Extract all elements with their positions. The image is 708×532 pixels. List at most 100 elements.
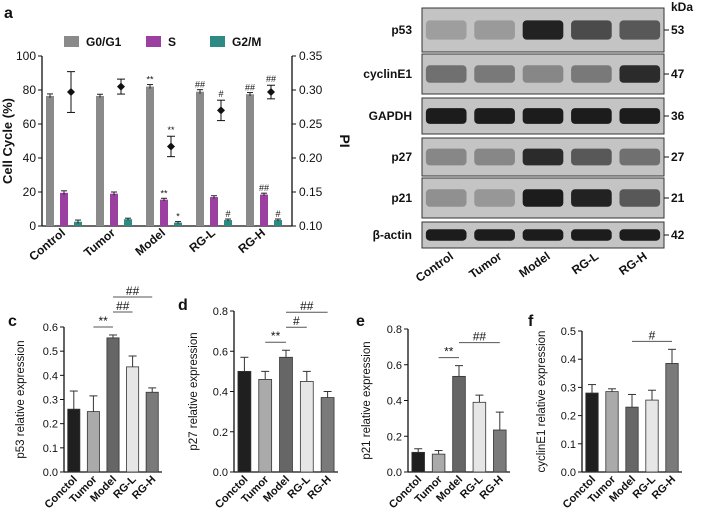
protein-label: p53 (391, 23, 412, 37)
y2-tick-label: 0.15 (299, 185, 323, 199)
p53-expression-chart: 0.0 0.1 0.2 0.3 0.4 0.5 0.6 p53 relative expres… (15, 284, 162, 511)
y2-tick-label: 0.25 (299, 117, 323, 131)
significance-mark: ## (266, 74, 276, 84)
significance-mark: ## (126, 284, 140, 298)
bar (146, 86, 154, 226)
blot-band (522, 189, 564, 207)
significance-mark: ** (146, 75, 154, 85)
legend-swatch (146, 36, 161, 47)
blot-band (474, 108, 515, 124)
blot-band (522, 148, 564, 166)
bar (74, 221, 82, 226)
bar (196, 91, 204, 226)
blot-band (522, 20, 564, 40)
y2-tick-label: 0.10 (299, 219, 323, 233)
y-tick-label: 0.8 (213, 306, 228, 318)
bar (274, 220, 282, 226)
x-tick-label: Tumor (81, 225, 118, 259)
y-tick-label: 0.2 (387, 431, 402, 443)
y-tick-label: 0 (29, 219, 36, 233)
y-axis-title: p21 relative expression (361, 341, 373, 459)
significance-mark: # (275, 209, 280, 219)
bar (110, 193, 118, 226)
kda-value: 53 (671, 23, 685, 37)
y-tick-label: 0.4 (561, 354, 576, 366)
blot-band (425, 229, 467, 241)
panel-letter-d: d (178, 297, 188, 314)
y-tick-label: 0.0 (43, 467, 58, 479)
significance-mark: ** (271, 329, 281, 343)
x-tick-label: Model (132, 226, 168, 259)
y-axis-title: p53 relative expression (15, 340, 27, 458)
bar (258, 379, 273, 473)
cell-cycle-chart: 0 20 40 60 80 100 0.10 0.15 0.20 0.25 0.30 0.35 Cell… (0, 35, 353, 264)
significance-mark: ** (160, 188, 168, 198)
kda-value: 21 (671, 191, 685, 205)
blot-band (619, 108, 661, 124)
bar (60, 192, 68, 226)
y2-tick-label: 0.35 (299, 49, 323, 63)
bar (174, 222, 182, 226)
y-tick-label: 80 (23, 83, 37, 97)
y-tick-label: 60 (23, 117, 37, 131)
kda-unit-label: kDa (671, 0, 693, 14)
protein-label: cyclinE1 (363, 67, 412, 81)
bar (411, 451, 425, 473)
y-tick-label: 0.4 (43, 370, 58, 382)
bar (96, 95, 104, 226)
significance-mark: # (293, 314, 300, 328)
pi-point (267, 88, 275, 97)
blot-band (474, 148, 515, 166)
blot-band (522, 229, 564, 241)
pi-point (217, 106, 225, 115)
kda-value: 36 (671, 109, 685, 123)
significance-mark: ## (473, 330, 487, 344)
blot-band (474, 229, 515, 241)
panel-letter-c: c (8, 313, 17, 330)
y-tick-label: 0.3 (43, 395, 58, 407)
significance-mark: ** (444, 345, 454, 359)
significance-mark: ** (99, 314, 109, 328)
bar (299, 381, 314, 473)
bar (645, 399, 659, 473)
blot-band (619, 229, 661, 241)
significance-mark: ## (259, 183, 269, 193)
bar (585, 392, 599, 473)
bar (472, 401, 487, 473)
pi-point (167, 142, 175, 151)
lane-label: Control (413, 249, 456, 285)
bar (106, 337, 120, 473)
y-tick-label: 0.8 (387, 324, 402, 336)
legend-label: G0/G1 (86, 35, 122, 49)
y2-tick-label: 0.20 (299, 151, 323, 165)
lane-label: RG-H (616, 249, 649, 278)
kda-value: 27 (671, 150, 685, 164)
kda-value: 47 (671, 67, 685, 81)
legend-swatch (64, 36, 79, 47)
significance-mark: ## (195, 80, 205, 90)
blot-band (619, 65, 661, 83)
bar (431, 453, 446, 473)
bar (126, 366, 140, 473)
panel-letter-f: f (528, 313, 534, 330)
bar (279, 356, 293, 473)
blot-band (474, 65, 515, 83)
bar (246, 94, 254, 226)
y-axis-title: cyclinE1 relative expression (536, 331, 548, 473)
significance-mark: ## (300, 299, 314, 313)
protein-label: p27 (391, 150, 412, 164)
blot-band (571, 189, 612, 207)
panel-letter-a: a (4, 5, 13, 22)
significance-mark: # (649, 328, 656, 342)
significance-mark: ## (116, 299, 130, 313)
bar (320, 397, 335, 473)
legend-swatch (210, 36, 225, 47)
blot-band (474, 20, 515, 40)
y-tick-label: 0.2 (43, 419, 58, 431)
y-tick-label: 0.2 (561, 411, 576, 423)
blot-band (619, 148, 661, 166)
bar (160, 199, 168, 226)
bar (86, 411, 100, 473)
cyclinE1-expression-chart: 0.0 0.1 0.2 0.3 0.4 0.5 cyclinE1 relative expr… (536, 326, 682, 511)
